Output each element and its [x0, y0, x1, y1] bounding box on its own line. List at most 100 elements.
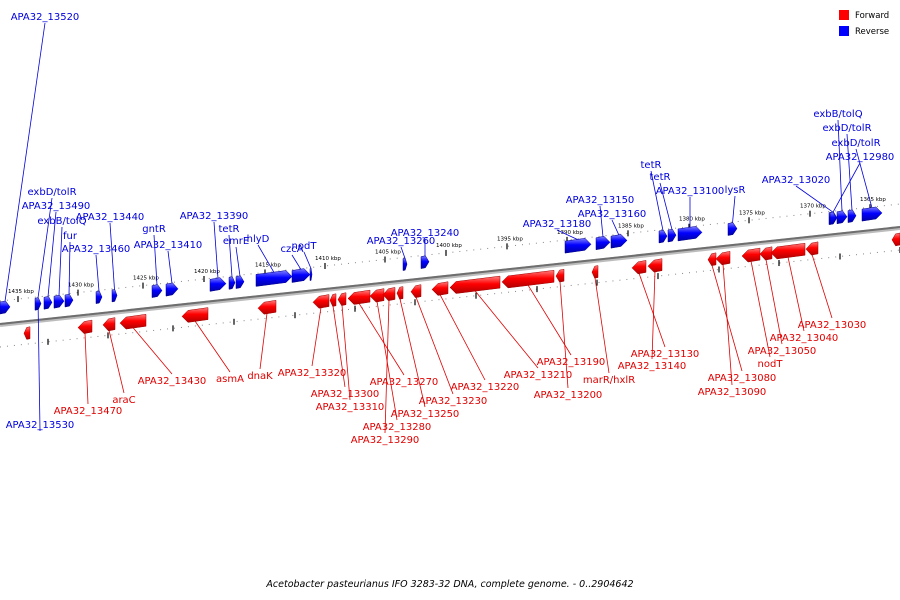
forward-gene-label[interactable]: APA32_13210 — [504, 370, 573, 381]
forward-gene-f21[interactable] — [707, 252, 717, 266]
reverse-gene-r2[interactable] — [34, 297, 42, 311]
reverse-gene-r23[interactable] — [677, 226, 703, 242]
reverse-gene-label[interactable]: APA32_13180 — [523, 219, 592, 230]
forward-gene-f18[interactable] — [591, 265, 599, 279]
forward-gene-f26[interactable] — [805, 241, 819, 256]
reverse-gene-r3[interactable] — [43, 296, 53, 310]
reverse-gene-r27[interactable] — [847, 209, 857, 223]
reverse-gene-label[interactable]: APA32_13490 — [22, 201, 91, 212]
forward-gene-f11[interactable] — [382, 287, 396, 301]
forward-gene-label[interactable]: asmA — [216, 374, 244, 385]
reverse-gene-r16[interactable] — [402, 257, 408, 271]
forward-gene-label[interactable]: dnaK — [247, 371, 273, 382]
forward-gene-label[interactable]: APA32_13130 — [631, 349, 700, 360]
forward-gene-f23[interactable] — [741, 247, 761, 263]
reverse-gene-label[interactable]: tetR — [650, 172, 671, 183]
reverse-gene-r24[interactable] — [727, 222, 738, 236]
reverse-gene-label[interactable]: tetR — [641, 160, 662, 171]
forward-gene-label[interactable]: APA32_13470 — [54, 406, 123, 417]
reverse-gene-label[interactable]: APA32_13460 — [62, 244, 131, 255]
forward-gene-label[interactable]: marR/hxlR — [583, 375, 635, 386]
forward-gene-f25[interactable] — [770, 242, 806, 260]
reverse-gene-label[interactable]: APA32_13440 — [76, 212, 145, 223]
forward-gene-f14[interactable] — [431, 281, 449, 296]
reverse-gene-r17[interactable] — [420, 255, 430, 269]
forward-gene-f13[interactable] — [410, 284, 422, 298]
forward-gene-f15[interactable] — [449, 275, 501, 294]
forward-gene-label[interactable]: APA32_13250 — [391, 409, 460, 420]
reverse-gene-label[interactable]: APA32_13530 — [6, 420, 75, 431]
reverse-gene-r22[interactable] — [667, 228, 677, 243]
forward-gene-label[interactable]: APA32_13280 — [363, 422, 432, 433]
forward-gene-f10[interactable] — [369, 288, 385, 303]
reverse-gene-r1[interactable] — [0, 300, 11, 315]
reverse-gene-label[interactable]: hlyD — [247, 234, 270, 245]
forward-gene-f3[interactable] — [119, 313, 147, 330]
reverse-gene-label[interactable]: nodT — [292, 241, 318, 252]
forward-gene-f12[interactable] — [396, 286, 404, 300]
reverse-gene-label[interactable]: APA32_13260 — [367, 236, 436, 247]
forward-gene-partial[interactable] — [891, 232, 900, 247]
reverse-gene-label[interactable]: fur — [63, 231, 78, 242]
reverse-gene-r9[interactable] — [165, 282, 179, 297]
forward-gene-f9[interactable] — [347, 289, 371, 305]
reverse-gene-r21[interactable] — [658, 229, 668, 244]
forward-gene-label[interactable]: APA32_13090 — [698, 387, 767, 398]
forward-gene-label[interactable]: APA32_13050 — [748, 346, 817, 357]
forward-gene-label[interactable]: APA32_13430 — [138, 376, 207, 387]
forward-gene-label[interactable]: APA32_13030 — [798, 320, 867, 331]
forward-gene-f7[interactable] — [329, 293, 337, 307]
reverse-gene-label[interactable]: czcA — [280, 244, 303, 255]
forward-gene-label[interactable]: araC — [112, 395, 135, 406]
reverse-gene-r13[interactable] — [255, 270, 293, 287]
forward-gene-f6[interactable] — [312, 294, 330, 309]
reverse-gene-r18[interactable] — [564, 238, 592, 254]
forward-gene-label[interactable]: APA32_13270 — [370, 377, 439, 388]
forward-gene-label[interactable]: nodT — [758, 359, 784, 370]
forward-gene-label[interactable]: APA32_13230 — [419, 396, 488, 407]
forward-gene-label[interactable]: APA32_13140 — [618, 361, 687, 372]
reverse-gene-label[interactable]: APA32_13150 — [566, 195, 635, 206]
reverse-gene-label[interactable]: APA32_13410 — [134, 240, 203, 251]
reverse-gene-r10[interactable] — [209, 277, 227, 292]
forward-gene-label[interactable]: APA32_13200 — [534, 390, 603, 401]
reverse-gene-label[interactable]: exbB/tolQ — [813, 109, 862, 120]
reverse-gene-label[interactable]: gntR — [142, 224, 166, 235]
reverse-gene-r15[interactable] — [309, 268, 313, 281]
forward-gene-f4[interactable] — [181, 307, 209, 323]
forward-gene-f24[interactable] — [759, 246, 773, 261]
reverse-gene-label[interactable]: lysR — [725, 185, 746, 196]
forward-gene-f17[interactable] — [555, 268, 565, 283]
reverse-gene-r5[interactable] — [64, 293, 74, 308]
reverse-gene-label[interactable]: APA32_13100 — [656, 186, 725, 197]
forward-gene-f1[interactable] — [77, 319, 93, 334]
forward-gene-label[interactable]: APA32_13220 — [451, 382, 520, 393]
reverse-gene-label[interactable]: APA32_12980 — [826, 152, 895, 163]
reverse-gene-label[interactable]: APA32_13020 — [762, 175, 831, 186]
reverse-gene-r8[interactable] — [151, 284, 163, 298]
reverse-gene-r19[interactable] — [595, 235, 611, 251]
reverse-gene-label[interactable]: APA32_13240 — [391, 228, 460, 239]
reverse-gene-r11[interactable] — [228, 276, 236, 290]
reverse-gene-r12[interactable] — [235, 275, 245, 289]
forward-gene-label[interactable]: APA32_13300 — [311, 389, 380, 400]
reverse-gene-label[interactable]: tetR — [219, 224, 240, 235]
forward-gene-f8[interactable] — [337, 292, 347, 306]
forward-gene-label[interactable]: APA32_13310 — [316, 402, 385, 413]
reverse-gene-label[interactable]: exbD/tolR — [831, 138, 880, 149]
reverse-gene-r7[interactable] — [111, 289, 118, 303]
forward-gene-f19[interactable] — [631, 260, 647, 275]
forward-gene-partial[interactable] — [23, 326, 31, 340]
forward-gene-f16[interactable] — [501, 270, 555, 289]
forward-gene-label[interactable]: APA32_13080 — [708, 373, 777, 384]
forward-gene-f2[interactable] — [102, 317, 116, 332]
forward-gene-label[interactable]: APA32_13190 — [537, 357, 606, 368]
reverse-gene-r29[interactable] — [829, 211, 837, 225]
forward-gene-f20[interactable] — [647, 258, 663, 273]
forward-gene-f5[interactable] — [257, 299, 277, 315]
reverse-gene-r26[interactable] — [836, 210, 848, 225]
reverse-gene-label[interactable]: exbD/tolR — [822, 123, 871, 134]
forward-gene-label[interactable]: APA32_13320 — [278, 368, 347, 379]
reverse-gene-label[interactable]: emrE — [223, 236, 249, 247]
forward-gene-label[interactable]: APA32_13040 — [770, 333, 839, 344]
